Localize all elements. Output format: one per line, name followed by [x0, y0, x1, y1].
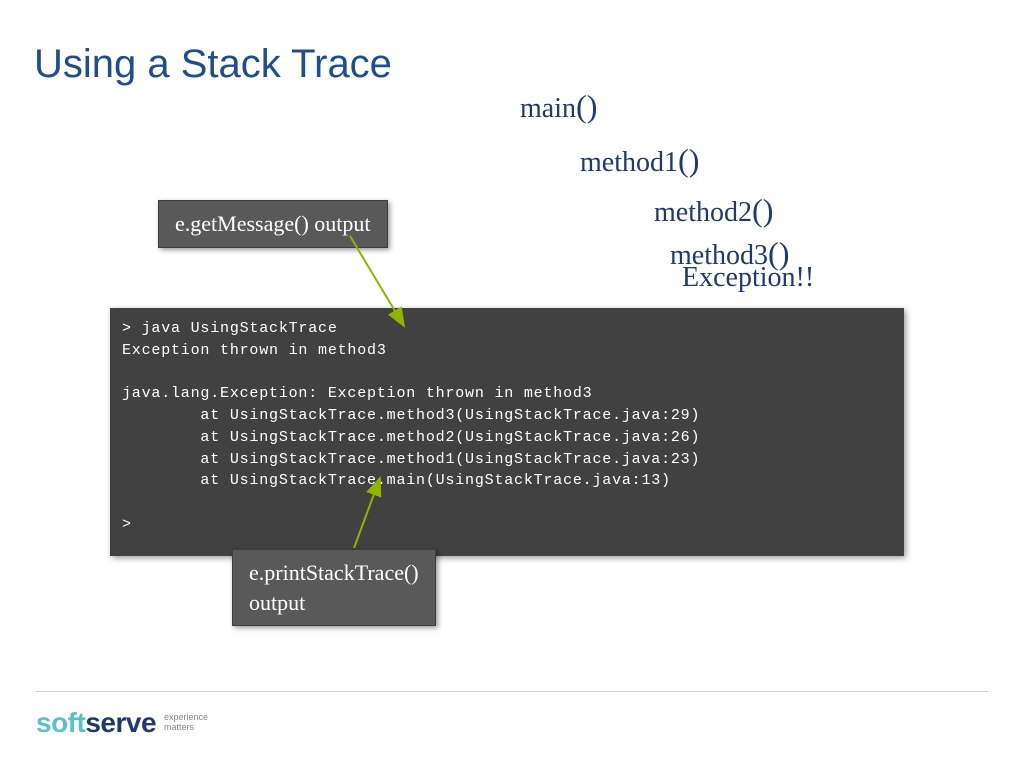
call-method2-text: method2: [654, 197, 752, 228]
logo-soft: soft: [36, 707, 85, 738]
call-method2-parens: (): [752, 192, 773, 228]
getmessage-text: e.getMessage() output: [175, 211, 371, 236]
logo-tag2: matters: [164, 722, 194, 732]
call-method2: method2(): [654, 192, 773, 229]
call-method1: method1(): [580, 142, 699, 179]
exception-label: Exception!!: [682, 262, 814, 294]
call-method1-parens: (): [678, 142, 699, 178]
call-method1-text: method1: [580, 147, 678, 178]
logo-serve: serve: [85, 707, 156, 738]
footer-divider: [36, 691, 988, 692]
logo: softserve experience matters: [36, 707, 208, 739]
terminal-output: > java UsingStackTrace Exception thrown …: [110, 308, 904, 556]
printstack-line2: output: [249, 590, 305, 615]
logo-tag1: experience: [164, 712, 208, 722]
printstack-box: e.printStackTrace() output: [232, 549, 436, 626]
call-main: main(): [520, 88, 597, 125]
call-main-text: main: [520, 93, 576, 124]
call-main-parens: (): [576, 88, 597, 124]
getmessage-box: e.getMessage() output: [158, 200, 388, 248]
logo-tagline: experience matters: [164, 713, 208, 733]
slide-title: Using a Stack Trace: [34, 42, 392, 87]
printstack-line1: e.printStackTrace(): [249, 560, 419, 585]
